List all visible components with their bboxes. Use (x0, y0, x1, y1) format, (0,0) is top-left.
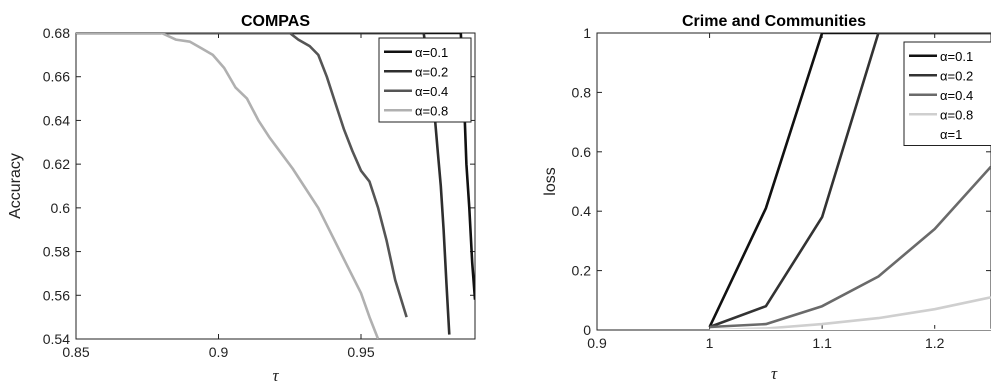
y-tick-label: 0.2 (572, 263, 592, 279)
series-line-2 (709, 33, 991, 329)
y-tick-label: 0.64 (43, 112, 70, 128)
legend: α=0.1 α=0.2 α=0.4 α=0.8 (378, 37, 472, 123)
legend-label-1: α=0.1 (415, 45, 448, 60)
y-tick-label: 0.58 (43, 244, 70, 260)
chart-2: Crime and Communities 0.9 1 1.1 1.2 0 0.2 0.4 0.… (542, 13, 991, 383)
y-tick-label: 0.68 (43, 25, 70, 41)
y-axis-label: Accuracy (7, 153, 24, 219)
y-tick-label: 0.62 (43, 156, 70, 172)
series-line-3 (76, 33, 408, 318)
x-tick-label: 1.2 (925, 335, 945, 351)
x-tick-label: 0.9 (209, 344, 229, 360)
y-axis-label: loss (542, 167, 559, 195)
legend-label-3: α=0.4 (940, 88, 973, 103)
x-axis-label: τ (771, 364, 778, 383)
y-tick-label: 0.8 (572, 84, 592, 100)
legend: α=0.1 α=0.2 α=0.4 α=0.8 α=1 (903, 41, 991, 146)
chart-title: COMPAS (241, 13, 310, 30)
y-tick-label: 0.6 (51, 200, 71, 216)
x-axis-label: τ (272, 366, 279, 385)
legend-label-4: α=0.8 (940, 107, 973, 122)
x-tick-label: 1.1 (812, 335, 832, 351)
x-tick-label: 0.9 (587, 335, 607, 351)
series-line-1 (76, 33, 475, 300)
y-tick-label: 0 (583, 322, 591, 338)
legend-label-5: α=1 (940, 127, 962, 142)
legend-label-2: α=0.2 (415, 64, 448, 79)
series-line-4 (76, 33, 380, 339)
y-tick-label: 0.6 (572, 144, 592, 160)
chart-1: COMPAS 0.85 0.9 0.95 0.54 0.56 0.58 0.6 0.62 0.64… (7, 13, 476, 385)
x-tick-label: 0.85 (62, 344, 89, 360)
legend-label-4: α=0.8 (415, 103, 448, 118)
chart-title: Crime and Communities (682, 13, 866, 30)
y-tick-label: 0.4 (572, 203, 592, 219)
legend-label-1: α=0.1 (940, 49, 973, 64)
x-tick-label: 0.95 (347, 344, 374, 360)
y-tick-label: 0.66 (43, 69, 70, 85)
y-tick-label: 0.54 (43, 331, 70, 347)
x-tick-label: 1 (706, 335, 714, 351)
legend-label-3: α=0.4 (415, 84, 448, 99)
y-tick-label: 1 (583, 25, 591, 41)
y-tick-label: 0.56 (43, 287, 70, 303)
series-line-1 (708, 33, 991, 328)
legend-label-2: α=0.2 (940, 68, 973, 83)
series-line-3 (709, 165, 991, 329)
